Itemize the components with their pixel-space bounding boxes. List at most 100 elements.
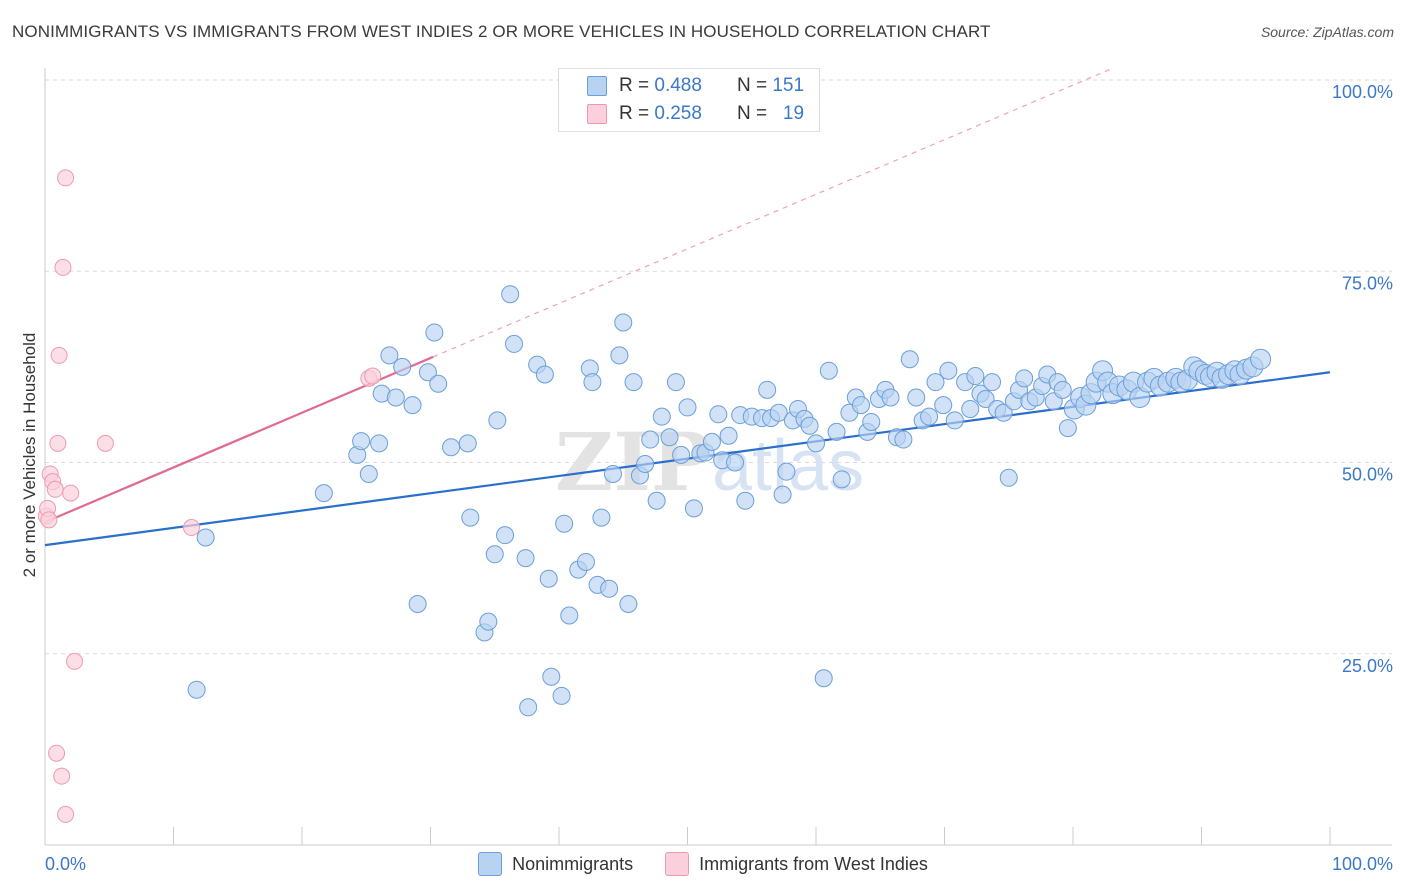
point-west-indies: [40, 511, 58, 529]
point-nonimmigrants: [583, 373, 602, 392]
point-nonimmigrants: [636, 455, 655, 474]
point-nonimmigrants: [314, 484, 333, 503]
point-nonimmigrants: [542, 667, 561, 686]
point-nonimmigrants: [983, 373, 1002, 392]
point-nonimmigrants: [539, 569, 558, 588]
point-nonimmigrants: [380, 346, 399, 365]
point-west-indies: [182, 519, 200, 537]
point-nonimmigrants: [386, 388, 405, 407]
point-nonimmigrants: [994, 403, 1013, 422]
point-nonimmigrants: [1058, 419, 1077, 438]
legend-item-nonimmigrants[interactable]: Nonimmigrants: [478, 852, 633, 876]
point-nonimmigrants: [187, 680, 206, 699]
point-nonimmigrants: [807, 434, 825, 453]
y-tick-label: 100.0%: [1332, 82, 1393, 102]
point-west-indies: [364, 367, 382, 385]
point-nonimmigrants: [370, 434, 389, 453]
point-nonimmigrants: [603, 464, 622, 483]
point-nonimmigrants: [425, 323, 444, 342]
point-nonimmigrants: [479, 612, 498, 631]
point-nonimmigrants: [819, 361, 838, 380]
point-nonimmigrants: [999, 468, 1018, 487]
point-nonimmigrants: [926, 373, 945, 392]
series-legend: Nonimmigrants Immigrants from West Indie…: [0, 852, 1406, 876]
tick-labels: 25.0% 50.0% 75.0% 100.0% 0.0% 100.0%: [45, 82, 1393, 874]
point-nonimmigrants: [660, 428, 679, 447]
x-tick-label-max: 100.0%: [1332, 854, 1393, 874]
point-nonimmigrants: [939, 361, 958, 380]
point-nonimmigrants: [684, 499, 703, 518]
point-nonimmigrants: [576, 552, 595, 571]
point-nonimmigrants: [894, 430, 913, 449]
point-nonimmigrants: [881, 388, 900, 407]
x-tick-label-min: 0.0%: [45, 854, 86, 874]
point-nonimmigrants: [647, 491, 666, 510]
n-label: N =: [736, 103, 768, 124]
point-west-indies: [62, 484, 80, 502]
r-label: R =: [619, 103, 650, 124]
point-nonimmigrants: [408, 595, 427, 614]
point-nonimmigrants: [702, 432, 721, 451]
point-nonimmigrants: [800, 416, 819, 435]
point-nonimmigrants: [777, 462, 796, 481]
n-label: N =: [736, 75, 768, 96]
point-nonimmigrants: [429, 374, 448, 393]
legend-row-west-indies: R = 0.258 N = 19: [587, 103, 804, 125]
point-nonimmigrants: [600, 579, 619, 598]
point-west-indies: [49, 434, 67, 452]
point-west-indies: [57, 169, 75, 187]
point-nonimmigrants: [614, 313, 633, 332]
point-nonimmigrants: [709, 405, 728, 424]
legend-item-west-indies[interactable]: Immigrants from West Indies: [665, 852, 928, 876]
point-west-indies: [96, 434, 114, 452]
point-west-indies: [53, 767, 71, 785]
legend-label-nonimmigrants: Nonimmigrants: [512, 853, 634, 874]
point-nonimmigrants: [1053, 380, 1072, 399]
legend-swatch-blue: [587, 76, 607, 96]
point-nonimmigrants: [1250, 348, 1272, 370]
point-nonimmigrants: [976, 390, 995, 409]
point-nonimmigrants: [907, 388, 926, 407]
point-nonimmigrants: [393, 357, 412, 376]
point-nonimmigrants: [196, 528, 215, 547]
point-nonimmigrants: [501, 285, 520, 304]
legend-swatch-pink: [665, 852, 690, 876]
point-west-indies: [66, 652, 84, 670]
source-label: Source: ZipAtlas.com: [1260, 24, 1394, 40]
r-label: R =: [619, 75, 650, 96]
point-nonimmigrants: [945, 411, 964, 430]
y-axis-label: 2 or more Vehicles in Household: [20, 332, 39, 578]
point-nonimmigrants: [961, 399, 980, 418]
point-nonimmigrants: [851, 396, 870, 415]
n-value-nonimmigrants: 151: [772, 75, 805, 96]
point-west-indies: [48, 744, 66, 762]
r-value-west-indies: 0.258: [654, 103, 702, 124]
point-nonimmigrants: [726, 453, 745, 472]
legend-swatch-blue: [478, 852, 503, 876]
trend-line-west-indies-extension: [432, 67, 1113, 358]
grid-lines: [45, 79, 1392, 655]
point-nonimmigrants: [552, 686, 571, 705]
point-nonimmigrants: [814, 669, 833, 688]
point-nonimmigrants: [769, 403, 788, 422]
chart-title: NONIMMIGRANTS VS IMMIGRANTS FROM WEST IN…: [12, 22, 991, 41]
point-nonimmigrants: [719, 426, 738, 445]
point-nonimmigrants: [505, 334, 524, 353]
y-tick-label: 25.0%: [1342, 656, 1393, 676]
point-nonimmigrants: [442, 438, 461, 457]
point-nonimmigrants: [678, 398, 697, 417]
point-nonimmigrants: [827, 422, 846, 441]
point-nonimmigrants: [758, 380, 777, 399]
point-nonimmigrants: [535, 365, 554, 384]
point-nonimmigrants: [496, 526, 515, 545]
watermark-zip: ZIP: [555, 415, 711, 509]
point-nonimmigrants: [359, 464, 378, 483]
point-nonimmigrants: [624, 373, 643, 392]
point-west-indies: [54, 258, 72, 276]
point-nonimmigrants: [652, 407, 671, 426]
point-nonimmigrants: [352, 432, 371, 451]
point-nonimmigrants: [666, 373, 685, 392]
point-nonimmigrants: [403, 396, 422, 415]
point-nonimmigrants: [934, 396, 953, 415]
point-nonimmigrants: [560, 606, 579, 625]
